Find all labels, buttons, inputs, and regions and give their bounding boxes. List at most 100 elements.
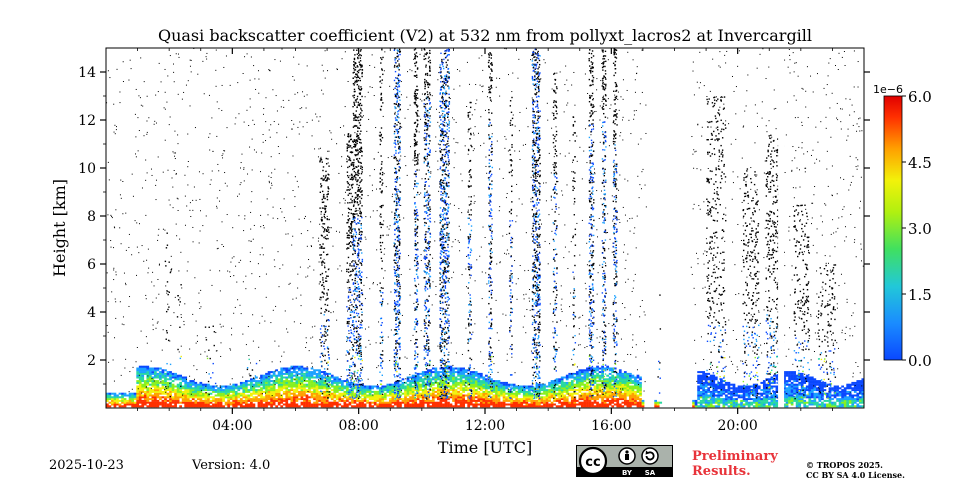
heatmap-cell [265,399,268,402]
heatmap-cell [350,232,352,234]
heatmap-cell [853,398,857,401]
heatmap-cell [436,396,440,399]
heatmap-cell [788,385,791,388]
heatmap-cell [196,398,200,401]
heatmap-cell [355,378,357,380]
heatmap-cell [323,399,327,402]
heatmap-cell [386,389,390,392]
heatmap-cell [350,245,352,248]
heatmap-cell [257,392,261,395]
heatmap-cell [154,381,157,384]
heatmap-cell [357,153,359,156]
heatmap-cell [722,392,726,395]
heatmap-cell [568,376,572,379]
heatmap-cell [457,381,460,384]
heatmap-cell [821,398,824,401]
heatmap-cell [351,279,354,281]
heatmap-cell [388,389,392,392]
heatmap-cell [434,394,438,397]
heatmap-cell [464,380,468,383]
heatmap-cell [474,383,478,386]
heatmap-cell [308,374,311,377]
heatmap-cell [727,385,731,388]
heatmap-cell [629,398,632,401]
heatmap-cell [322,279,324,281]
heatmap-cell [303,383,306,386]
heatmap-cell [568,387,572,390]
heatmap-cell [148,405,152,408]
heatmap-cell [347,146,349,148]
heatmap-cell [154,401,157,404]
heatmap-cell [755,405,759,408]
heatmap-cell [482,381,486,384]
heatmap-cell [351,311,353,313]
heatmap-cell [550,401,554,404]
heatmap-cell [353,338,356,340]
heatmap-cell [146,390,150,393]
heatmap-cell [616,392,620,395]
heatmap-cell [732,383,736,386]
heatmap-cell [394,403,397,406]
heatmap-cell [310,372,314,375]
heatmap-cell [618,405,622,408]
heatmap-cell [330,394,334,397]
heatmap-cell [189,385,193,388]
heatmap-cell [735,398,738,401]
heatmap-cell [361,168,363,171]
heatmap-cell [856,396,860,399]
heatmap-cell [406,392,410,395]
heatmap-cell [454,383,458,386]
heatmap-cell [704,390,708,393]
heatmap-cell [376,403,380,406]
heatmap-cell [598,376,602,379]
heatmap-cell [497,396,501,399]
heatmap-cell [439,380,443,383]
heatmap-cell [848,392,852,395]
heatmap-cell [320,396,324,399]
heatmap-cell [214,390,218,393]
heatmap-cell [138,378,142,381]
heatmap-cell [798,372,802,375]
heatmap-cell [401,385,405,388]
heatmap-cell [277,380,281,383]
heatmap-cell [171,374,175,377]
heatmap-cell [360,275,363,278]
heatmap-cell [510,401,513,404]
heatmap-cell [621,389,625,392]
heatmap-cell [320,254,323,256]
heatmap-cell [545,385,549,388]
heatmap-cell [298,369,301,372]
heatmap-cell [767,405,771,408]
heatmap-cell [621,392,625,395]
heatmap-cell [699,394,703,397]
heatmap-cell [858,401,862,404]
heatmap-cell [184,390,188,393]
heatmap-cell [828,405,832,408]
heatmap-cell [244,387,248,390]
heatmap-cell [354,210,357,212]
heatmap-cell [512,405,516,408]
heatmap-cell [497,399,501,402]
heatmap-cell [431,401,435,404]
heatmap-cell [217,387,220,390]
heatmap-cell [462,396,465,399]
heatmap-cell [485,374,488,377]
heatmap-cell [358,229,360,231]
heatmap-cell [424,399,428,402]
heatmap-cell [762,396,766,399]
heatmap-cell [116,394,119,397]
heatmap-cell [583,369,587,372]
heatmap-cell [308,378,311,381]
heatmap-cell [598,374,602,377]
heatmap-cell [608,372,612,375]
heatmap-cell [851,389,855,392]
heatmap-cell [477,376,481,379]
heatmap-cell [357,79,360,82]
heatmap-cell [598,405,602,408]
heatmap-cell [464,378,468,381]
heatmap-cell [255,383,258,386]
heatmap-cell [165,338,167,340]
heatmap-cell [352,343,354,346]
heatmap-cell [295,372,299,375]
heatmap-cell [545,405,549,408]
